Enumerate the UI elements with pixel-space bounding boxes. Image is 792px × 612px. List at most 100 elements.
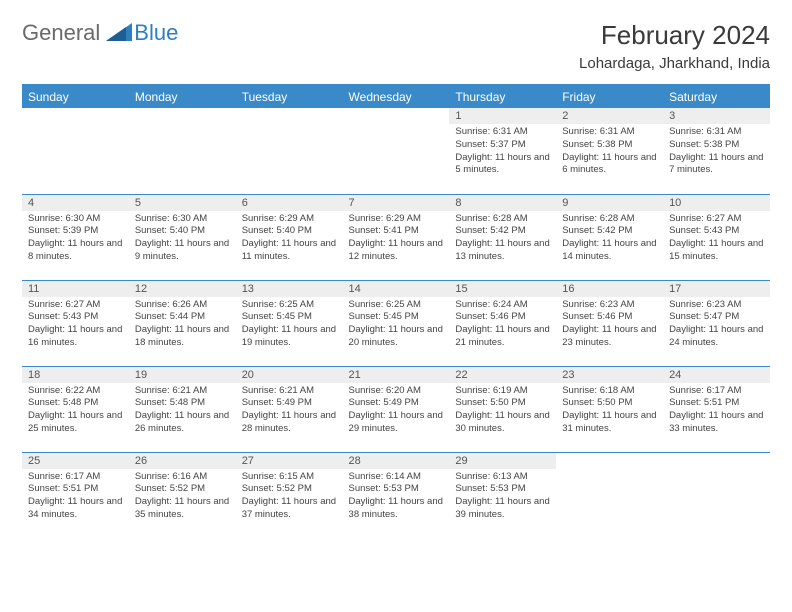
day-number: 13 <box>236 281 343 297</box>
calendar-cell: 22Sunrise: 6:19 AMSunset: 5:50 PMDayligh… <box>449 366 556 452</box>
calendar-cell: 6Sunrise: 6:29 AMSunset: 5:40 PMDaylight… <box>236 194 343 280</box>
title-block: February 2024 Lohardaga, Jharkhand, Indi… <box>579 20 770 72</box>
day-details: Sunrise: 6:22 AMSunset: 5:48 PMDaylight:… <box>22 383 129 440</box>
day-details: Sunrise: 6:13 AMSunset: 5:53 PMDaylight:… <box>449 469 556 526</box>
calendar-cell: 26Sunrise: 6:16 AMSunset: 5:52 PMDayligh… <box>129 452 236 538</box>
day-details: Sunrise: 6:28 AMSunset: 5:42 PMDaylight:… <box>449 211 556 268</box>
day-details: Sunrise: 6:25 AMSunset: 5:45 PMDaylight:… <box>236 297 343 354</box>
day-details: Sunrise: 6:19 AMSunset: 5:50 PMDaylight:… <box>449 383 556 440</box>
day-number: 17 <box>663 281 770 297</box>
day-details: Sunrise: 6:29 AMSunset: 5:40 PMDaylight:… <box>236 211 343 268</box>
day-number: 16 <box>556 281 663 297</box>
day-header: Thursday <box>449 85 556 108</box>
day-number: 22 <box>449 367 556 383</box>
calendar-cell: 10Sunrise: 6:27 AMSunset: 5:43 PMDayligh… <box>663 194 770 280</box>
day-details: Sunrise: 6:30 AMSunset: 5:39 PMDaylight:… <box>22 211 129 268</box>
day-details: Sunrise: 6:26 AMSunset: 5:44 PMDaylight:… <box>129 297 236 354</box>
calendar-cell <box>343 108 450 194</box>
day-number: 27 <box>236 453 343 469</box>
day-details: Sunrise: 6:25 AMSunset: 5:45 PMDaylight:… <box>343 297 450 354</box>
calendar-cell: 28Sunrise: 6:14 AMSunset: 5:53 PMDayligh… <box>343 452 450 538</box>
calendar-cell <box>556 452 663 538</box>
calendar-week: 1Sunrise: 6:31 AMSunset: 5:37 PMDaylight… <box>22 108 770 194</box>
calendar-cell <box>129 108 236 194</box>
calendar-cell: 25Sunrise: 6:17 AMSunset: 5:51 PMDayligh… <box>22 452 129 538</box>
day-number: 14 <box>343 281 450 297</box>
day-details: Sunrise: 6:18 AMSunset: 5:50 PMDaylight:… <box>556 383 663 440</box>
day-number: 29 <box>449 453 556 469</box>
brand-logo: General Blue <box>22 20 178 46</box>
day-number: 28 <box>343 453 450 469</box>
calendar-cell <box>22 108 129 194</box>
day-details: Sunrise: 6:27 AMSunset: 5:43 PMDaylight:… <box>663 211 770 268</box>
day-details: Sunrise: 6:23 AMSunset: 5:46 PMDaylight:… <box>556 297 663 354</box>
calendar-cell: 11Sunrise: 6:27 AMSunset: 5:43 PMDayligh… <box>22 280 129 366</box>
brand-triangle-icon <box>106 21 132 46</box>
day-number: 6 <box>236 195 343 211</box>
day-header: Monday <box>129 85 236 108</box>
day-header: Saturday <box>663 85 770 108</box>
calendar-cell: 1Sunrise: 6:31 AMSunset: 5:37 PMDaylight… <box>449 108 556 194</box>
brand-part2: Blue <box>134 20 178 46</box>
brand-part1: General <box>22 20 100 46</box>
day-details: Sunrise: 6:17 AMSunset: 5:51 PMDaylight:… <box>663 383 770 440</box>
day-number: 2 <box>556 108 663 124</box>
calendar-cell: 19Sunrise: 6:21 AMSunset: 5:48 PMDayligh… <box>129 366 236 452</box>
calendar-cell: 16Sunrise: 6:23 AMSunset: 5:46 PMDayligh… <box>556 280 663 366</box>
day-number: 3 <box>663 108 770 124</box>
day-number: 26 <box>129 453 236 469</box>
header: General Blue February 2024 Lohardaga, Jh… <box>22 20 770 72</box>
calendar-cell: 3Sunrise: 6:31 AMSunset: 5:38 PMDaylight… <box>663 108 770 194</box>
calendar-cell: 21Sunrise: 6:20 AMSunset: 5:49 PMDayligh… <box>343 366 450 452</box>
day-details: Sunrise: 6:20 AMSunset: 5:49 PMDaylight:… <box>343 383 450 440</box>
calendar-cell: 24Sunrise: 6:17 AMSunset: 5:51 PMDayligh… <box>663 366 770 452</box>
day-number: 25 <box>22 453 129 469</box>
calendar-week: 11Sunrise: 6:27 AMSunset: 5:43 PMDayligh… <box>22 280 770 366</box>
calendar-week: 4Sunrise: 6:30 AMSunset: 5:39 PMDaylight… <box>22 194 770 280</box>
day-number: 24 <box>663 367 770 383</box>
day-details: Sunrise: 6:21 AMSunset: 5:48 PMDaylight:… <box>129 383 236 440</box>
day-details: Sunrise: 6:31 AMSunset: 5:38 PMDaylight:… <box>556 124 663 181</box>
day-number: 11 <box>22 281 129 297</box>
day-number: 8 <box>449 195 556 211</box>
day-details: Sunrise: 6:24 AMSunset: 5:46 PMDaylight:… <box>449 297 556 354</box>
day-number: 15 <box>449 281 556 297</box>
calendar-week: 18Sunrise: 6:22 AMSunset: 5:48 PMDayligh… <box>22 366 770 452</box>
day-details: Sunrise: 6:27 AMSunset: 5:43 PMDaylight:… <box>22 297 129 354</box>
calendar-cell: 15Sunrise: 6:24 AMSunset: 5:46 PMDayligh… <box>449 280 556 366</box>
calendar-cell: 17Sunrise: 6:23 AMSunset: 5:47 PMDayligh… <box>663 280 770 366</box>
calendar-cell: 23Sunrise: 6:18 AMSunset: 5:50 PMDayligh… <box>556 366 663 452</box>
day-details: Sunrise: 6:14 AMSunset: 5:53 PMDaylight:… <box>343 469 450 526</box>
day-number: 4 <box>22 195 129 211</box>
calendar-week: 25Sunrise: 6:17 AMSunset: 5:51 PMDayligh… <box>22 452 770 538</box>
day-number: 5 <box>129 195 236 211</box>
day-number: 23 <box>556 367 663 383</box>
day-number: 18 <box>22 367 129 383</box>
calendar-table: SundayMondayTuesdayWednesdayThursdayFrid… <box>22 84 770 538</box>
day-details: Sunrise: 6:28 AMSunset: 5:42 PMDaylight:… <box>556 211 663 268</box>
day-details: Sunrise: 6:31 AMSunset: 5:38 PMDaylight:… <box>663 124 770 181</box>
day-header: Wednesday <box>343 85 450 108</box>
calendar-cell: 4Sunrise: 6:30 AMSunset: 5:39 PMDaylight… <box>22 194 129 280</box>
calendar-cell: 13Sunrise: 6:25 AMSunset: 5:45 PMDayligh… <box>236 280 343 366</box>
day-number: 21 <box>343 367 450 383</box>
calendar-body: 1Sunrise: 6:31 AMSunset: 5:37 PMDaylight… <box>22 108 770 538</box>
day-details: Sunrise: 6:31 AMSunset: 5:37 PMDaylight:… <box>449 124 556 181</box>
day-header: Tuesday <box>236 85 343 108</box>
day-details: Sunrise: 6:17 AMSunset: 5:51 PMDaylight:… <box>22 469 129 526</box>
day-number: 19 <box>129 367 236 383</box>
calendar-cell <box>663 452 770 538</box>
day-details: Sunrise: 6:29 AMSunset: 5:41 PMDaylight:… <box>343 211 450 268</box>
location: Lohardaga, Jharkhand, India <box>579 55 770 72</box>
calendar-cell: 12Sunrise: 6:26 AMSunset: 5:44 PMDayligh… <box>129 280 236 366</box>
calendar-cell: 9Sunrise: 6:28 AMSunset: 5:42 PMDaylight… <box>556 194 663 280</box>
calendar-cell: 29Sunrise: 6:13 AMSunset: 5:53 PMDayligh… <box>449 452 556 538</box>
calendar-cell: 27Sunrise: 6:15 AMSunset: 5:52 PMDayligh… <box>236 452 343 538</box>
calendar-cell: 7Sunrise: 6:29 AMSunset: 5:41 PMDaylight… <box>343 194 450 280</box>
calendar-cell <box>236 108 343 194</box>
day-details: Sunrise: 6:23 AMSunset: 5:47 PMDaylight:… <box>663 297 770 354</box>
day-details: Sunrise: 6:16 AMSunset: 5:52 PMDaylight:… <box>129 469 236 526</box>
calendar-cell: 2Sunrise: 6:31 AMSunset: 5:38 PMDaylight… <box>556 108 663 194</box>
day-header: Sunday <box>22 85 129 108</box>
day-details: Sunrise: 6:15 AMSunset: 5:52 PMDaylight:… <box>236 469 343 526</box>
